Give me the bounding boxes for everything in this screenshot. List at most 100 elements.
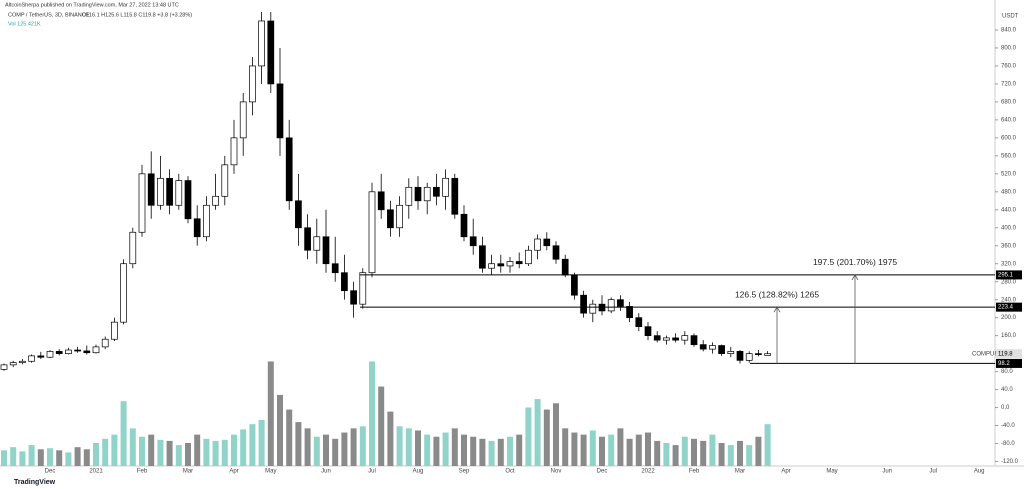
candle-body [460, 213, 468, 238]
volume-bar [313, 436, 320, 466]
volume-bar [470, 436, 477, 466]
candle-body [138, 173, 146, 233]
volume-bar [83, 449, 90, 466]
x-tick-label: Mar [735, 469, 745, 475]
candle-body [212, 195, 219, 206]
candle-body [28, 355, 35, 362]
candle-body [451, 177, 459, 215]
candle-body [663, 337, 670, 341]
volume-bar [727, 445, 734, 466]
volume-bar [175, 445, 182, 466]
candle-body [405, 186, 413, 206]
volume-bar [645, 432, 651, 466]
candle-body [497, 263, 505, 267]
volume-bar [148, 434, 155, 466]
y-tick-label: 0.0 [1001, 405, 1010, 411]
candle-body [74, 349, 81, 352]
candle-body [644, 326, 652, 336]
volume-bar [47, 448, 53, 466]
volume-bar [332, 438, 339, 466]
candle-body [699, 344, 707, 350]
measure-arrow [773, 306, 781, 313]
x-tick-label: 2021 [89, 469, 103, 475]
volume-bar [111, 434, 118, 466]
volume-bar [203, 438, 210, 466]
x-tick-label: Dec [45, 469, 56, 475]
level-label: 223.4 [998, 305, 1014, 311]
y-tick-label: 360.0 [1001, 243, 1017, 249]
y-tick-label: 480.0 [1001, 189, 1017, 195]
x-tick-label: Jun [321, 469, 331, 475]
y-tick-label: 280.0 [1001, 279, 1017, 285]
volume-bar [28, 445, 35, 466]
candle-body [83, 350, 91, 354]
volume-bar [129, 428, 136, 466]
volume-bar [663, 443, 670, 466]
level-tag [996, 270, 1022, 280]
publish-note: AltcoinSherpa published on TradingView.c… [5, 2, 179, 8]
candle-body [331, 263, 339, 274]
candle-body [534, 238, 541, 251]
candle-body [65, 349, 72, 354]
candle-body [157, 177, 164, 206]
candle-body [267, 20, 275, 85]
candle-body [755, 353, 762, 355]
volume-bar [185, 443, 191, 466]
x-tick-label: May [826, 469, 837, 475]
y-tick-label: -40.0 [1001, 423, 1015, 429]
y-tick-label: 720.0 [1001, 81, 1017, 87]
candle-body [681, 335, 689, 341]
candle-body [377, 191, 385, 211]
volume-bar [709, 434, 716, 466]
x-tick-label: 2022 [641, 469, 655, 475]
y-tick-label: 240.0 [1001, 297, 1017, 303]
y-tick-label: 760.0 [1001, 64, 1017, 70]
volume-bar [120, 401, 127, 466]
volume-bar [304, 428, 311, 466]
candle-body [414, 186, 422, 202]
candle-body [193, 218, 201, 238]
candle-body [19, 360, 26, 363]
x-tick-label: Nov [551, 469, 562, 475]
y-tick-label: 560.0 [1001, 153, 1017, 159]
x-tick-label: Apr [781, 469, 790, 475]
volume-bar [396, 426, 403, 466]
candle-body [111, 321, 118, 340]
price-label: 119.8 [998, 351, 1013, 357]
y-tick-label: -80.0 [1001, 441, 1015, 447]
volume-bar [617, 428, 624, 466]
volume-bar [589, 430, 596, 466]
symbol: COMP / TetherUS, 3D, BINANCE [8, 12, 90, 18]
x-tick-label: Feb [689, 469, 700, 475]
candle-body [295, 200, 302, 229]
measure-arrow [851, 274, 859, 281]
volume-bar [571, 432, 578, 466]
candle-body [653, 335, 661, 341]
y-tick-label: 440.0 [1001, 207, 1017, 213]
x-tick-label: Jul [368, 469, 376, 475]
volume-bar [608, 434, 615, 466]
volume-bar [231, 434, 237, 466]
volume-bar [249, 424, 256, 466]
candle-body [515, 261, 523, 265]
level-label: 98.2 [998, 361, 1010, 367]
volume-bar [350, 428, 357, 466]
volume-bar [221, 439, 228, 466]
level-tag [996, 302, 1022, 312]
candle-body [230, 137, 238, 166]
x-tick-label: Feb [137, 469, 148, 475]
candle-body [552, 245, 560, 260]
volume-bar [718, 443, 725, 466]
volume-bar [1, 450, 7, 466]
volume-bar [755, 436, 762, 466]
volume-bar [681, 436, 688, 466]
candle-body [589, 303, 597, 314]
volume-bar [534, 399, 541, 466]
volume-bar [10, 447, 17, 466]
volume-bar [166, 440, 173, 466]
y-tick-label: 600.0 [1001, 135, 1017, 141]
price-tag [996, 349, 1022, 359]
volume-bar [764, 424, 771, 466]
candle-body [0, 364, 8, 370]
volume-bar [691, 438, 697, 466]
